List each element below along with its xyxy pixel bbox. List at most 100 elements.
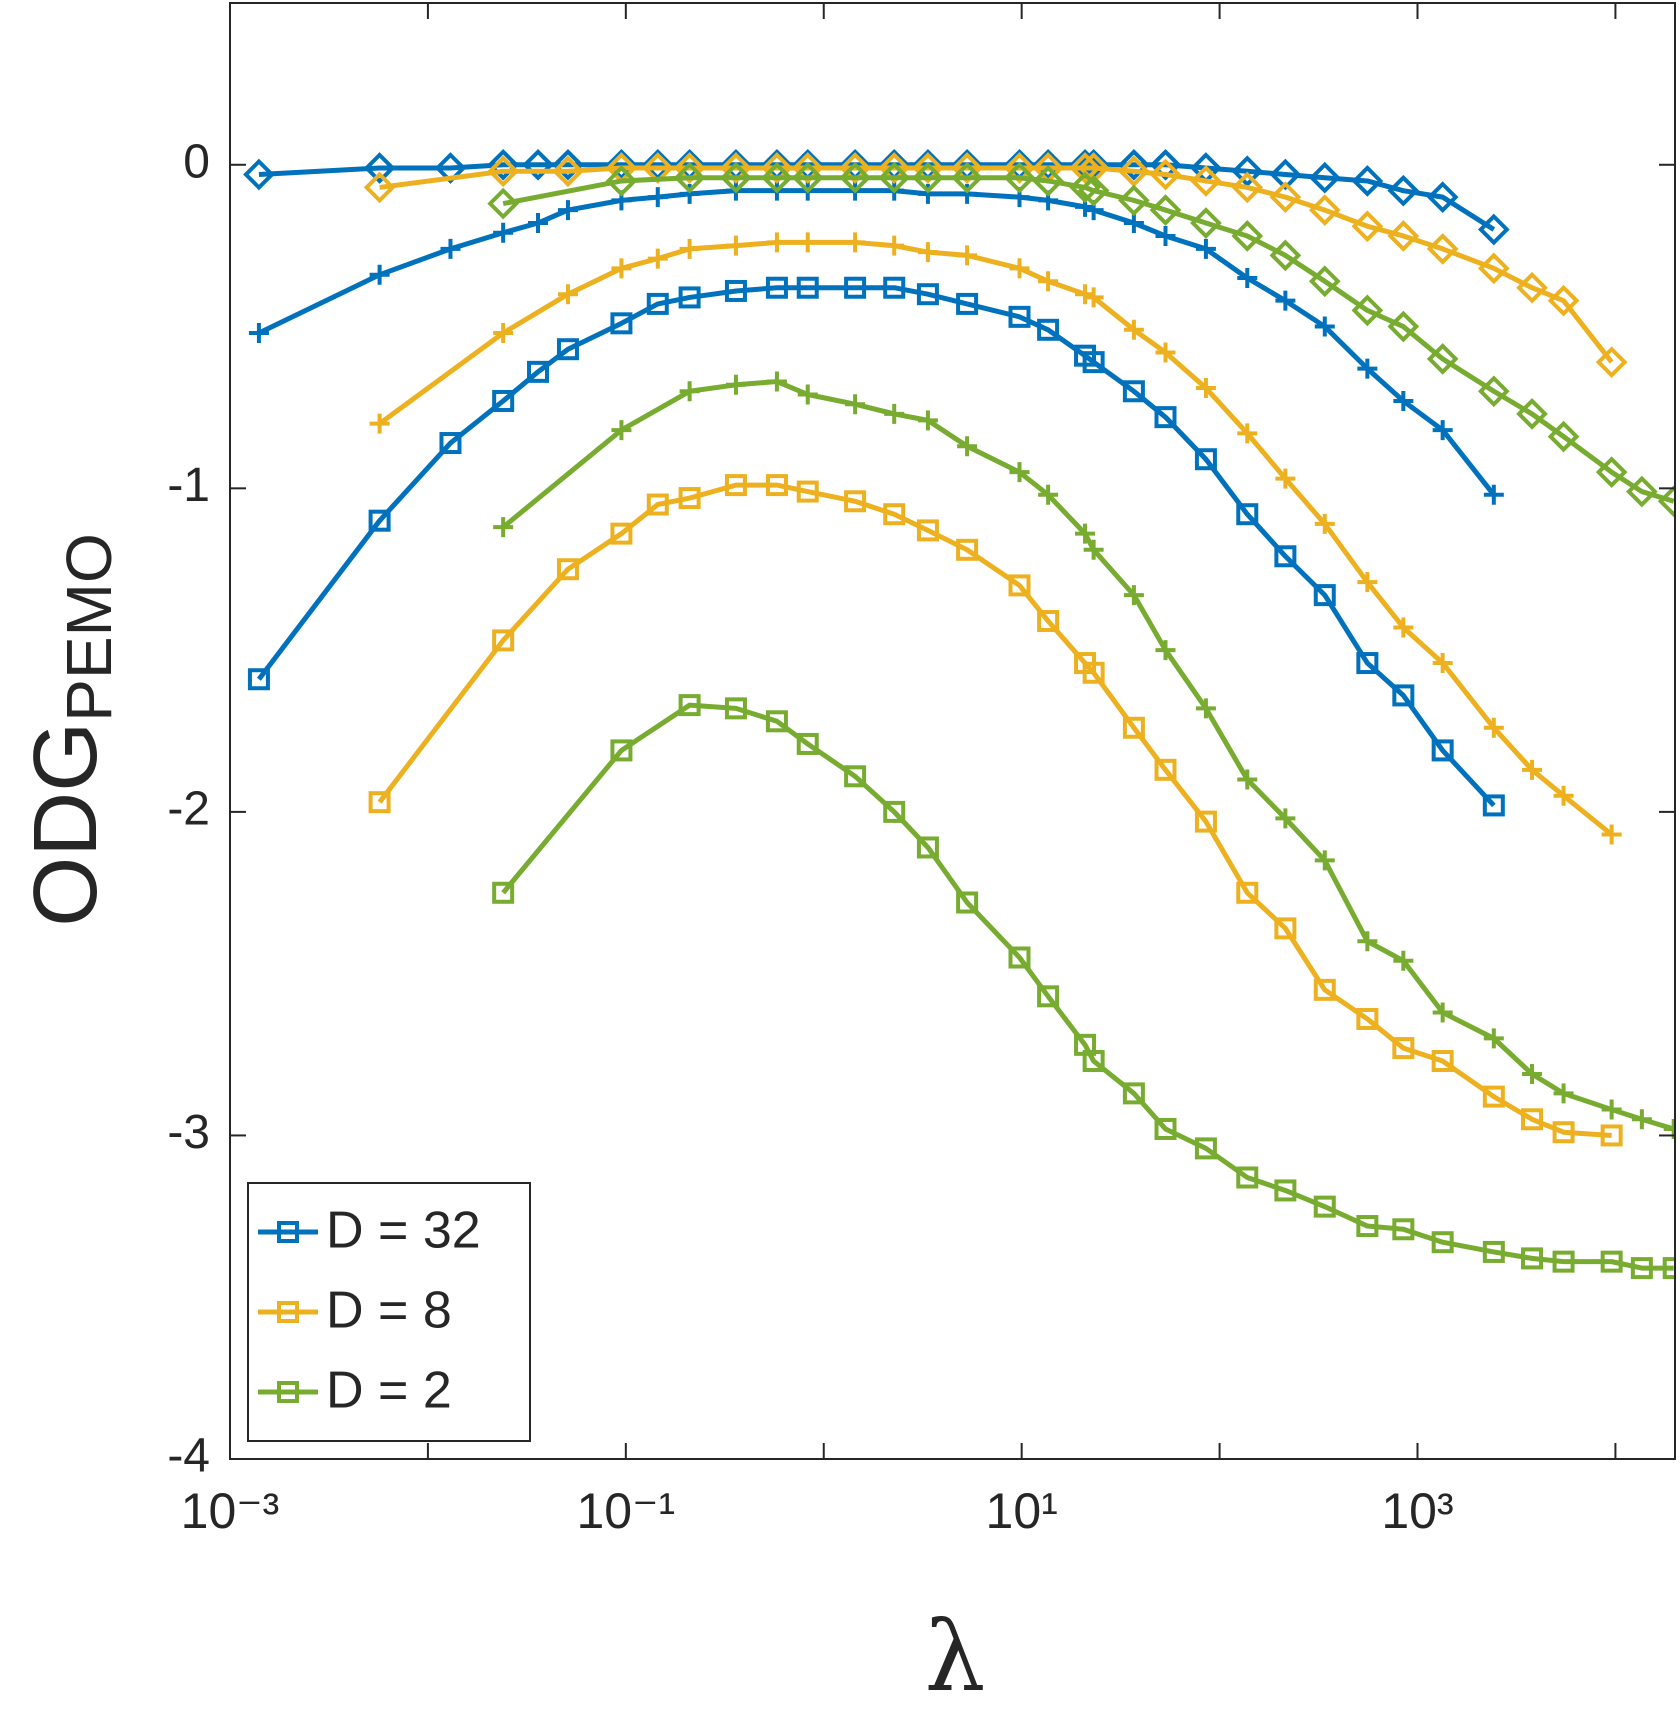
marker-plus: [1522, 759, 1543, 780]
marker-plus: [493, 222, 514, 243]
marker-plus: [557, 200, 578, 221]
marker-plus: [1237, 423, 1258, 444]
marker-diamond: [522, 148, 554, 181]
marker-diamond: [1149, 148, 1182, 181]
marker-plus: [1483, 484, 1504, 505]
marker-square: [1600, 1124, 1623, 1147]
marker-square: [678, 286, 701, 309]
marker-diamond: [1118, 148, 1150, 181]
marker-square: [1356, 1215, 1379, 1238]
marker-square: [1082, 351, 1105, 374]
marker-diamond: [912, 161, 944, 194]
marker-diamond: [761, 161, 793, 194]
y-axis-label-sub: PEMO: [53, 533, 125, 721]
marker-plus: [1083, 287, 1104, 308]
marker-diamond: [673, 161, 706, 194]
marker-plus: [1155, 342, 1176, 363]
marker-plus: [1155, 225, 1176, 246]
x-tick-label: 10⁻³: [181, 1483, 280, 1539]
marker-square: [492, 881, 515, 904]
legend-label: D = 8: [326, 1282, 452, 1340]
marker-plus: [917, 183, 938, 204]
marker-square: [247, 668, 270, 691]
marker-plus: [797, 232, 818, 253]
marker-plus: [1275, 290, 1296, 311]
marker-diamond: [1516, 271, 1548, 304]
marker-plus: [1432, 1002, 1453, 1023]
marker-square: [883, 800, 906, 823]
y-tick-label: -2: [167, 783, 210, 836]
marker-diamond: [1269, 239, 1302, 272]
marker-diamond: [1426, 181, 1459, 213]
marker-plus: [1553, 785, 1574, 806]
marker-plus: [1393, 950, 1414, 971]
marker-plus: [493, 323, 514, 344]
marker-square: [527, 360, 550, 383]
marker-diamond: [1626, 475, 1658, 508]
marker-square: [1431, 1231, 1454, 1254]
marker-square: [1356, 1007, 1379, 1030]
marker-plus: [725, 374, 746, 395]
marker-diamond: [1231, 171, 1264, 204]
marker-plus: [1357, 358, 1378, 379]
marker-plus: [884, 235, 905, 256]
marker-diamond: [487, 187, 519, 220]
marker-square: [1630, 1257, 1653, 1280]
marker-diamond: [1231, 220, 1264, 252]
marker-diamond: [673, 152, 706, 184]
marker-square: [1431, 1050, 1454, 1073]
marker-square: [1194, 448, 1217, 471]
series-line: [256, 285, 1496, 808]
marker-plus: [1195, 378, 1216, 399]
y-tick-label: -1: [167, 459, 210, 512]
marker-diamond: [1118, 155, 1150, 188]
marker-diamond: [1069, 152, 1101, 184]
marker-square: [765, 710, 788, 733]
marker-diamond: [487, 155, 519, 188]
marker-diamond: [1351, 294, 1384, 327]
marker-diamond: [434, 152, 467, 184]
marker-diamond: [1003, 161, 1036, 194]
marker-plus: [1123, 585, 1144, 606]
marker-diamond: [1269, 158, 1302, 191]
marker-square: [1313, 1195, 1336, 1218]
marker-plus: [679, 238, 700, 259]
marker-plus: [1275, 468, 1296, 489]
marker-diamond: [605, 165, 638, 197]
marker-square: [956, 292, 979, 315]
marker-diamond: [1069, 171, 1101, 204]
marker-square: [368, 791, 391, 814]
marker-diamond: [1077, 174, 1110, 207]
marker-square: [678, 487, 701, 510]
marker-square: [1008, 305, 1031, 328]
marker-plus: [1075, 523, 1096, 544]
marker-plus: [557, 284, 578, 305]
marker-plus: [1314, 316, 1335, 337]
marker-plus: [1123, 213, 1144, 234]
y-tick-label: -3: [167, 1106, 210, 1159]
marker-diamond: [1547, 420, 1580, 453]
marker-diamond: [552, 148, 584, 181]
marker-square: [844, 276, 867, 299]
marker-diamond: [720, 152, 752, 184]
marker-square: [1236, 881, 1259, 904]
marker-diamond: [951, 161, 983, 194]
marker-square: [492, 629, 515, 652]
marker-diamond: [363, 171, 396, 204]
marker-plus: [1009, 258, 1030, 279]
marker-square: [1154, 758, 1177, 781]
marker-diamond: [878, 161, 911, 194]
marker-diamond: [1149, 194, 1182, 226]
marker-plus: [647, 187, 668, 208]
marker-plus: [1038, 484, 1059, 505]
marker-diamond: [1477, 252, 1510, 285]
marker-diamond: [1032, 148, 1064, 181]
marker-square: [1392, 684, 1415, 707]
marker-diamond: [1477, 375, 1510, 408]
marker-square: [1313, 584, 1336, 607]
marker-diamond: [552, 155, 584, 188]
marker-plus: [766, 232, 787, 253]
marker-square: [1122, 1082, 1145, 1105]
marker-diamond: [1477, 213, 1510, 246]
